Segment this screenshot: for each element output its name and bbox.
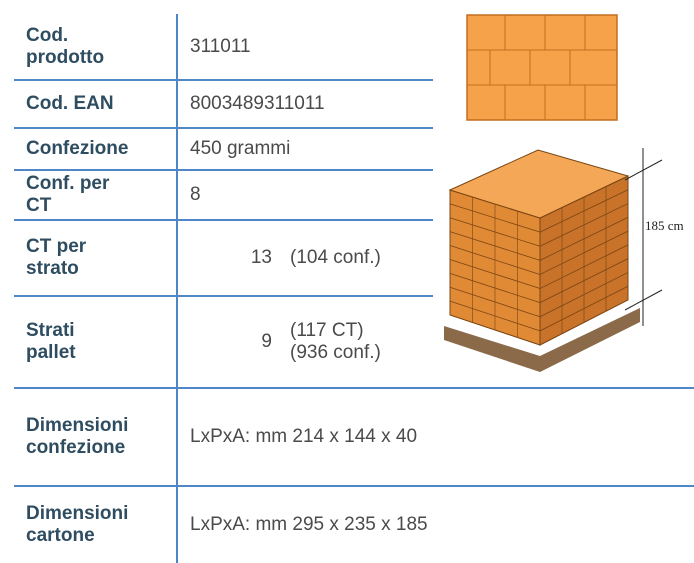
row-label: Dimensioni confezione (26, 388, 176, 486)
value: 9 (261, 331, 272, 352)
label-line: prodotto (26, 47, 105, 68)
row-value: 8 (190, 170, 201, 220)
label-line: Conf. per (26, 173, 110, 194)
label-line: cartone (26, 524, 95, 546)
label-line: Confezione (26, 138, 129, 159)
row-label: Cod. prodotto (26, 14, 176, 80)
row-label: Cod. EAN (26, 80, 176, 128)
row-label: CT per strato (26, 220, 176, 296)
value: 13 (250, 247, 272, 268)
height-label: 185 cm (645, 218, 684, 233)
row-divider (14, 387, 694, 389)
row-divider (14, 127, 433, 129)
row-divider (14, 295, 433, 297)
label-line: Cod. EAN (26, 93, 114, 114)
label-line: Cod. (26, 25, 69, 46)
column-divider (176, 14, 178, 563)
note: (104 conf.) (290, 247, 381, 268)
carton-layout (466, 14, 618, 121)
label-line: Dimensioni (26, 502, 129, 524)
label-line: Dimensioni (26, 415, 129, 436)
row-value: 8003489311011 (190, 80, 325, 128)
value: 8003489311011 (190, 93, 325, 114)
row-divider (14, 485, 694, 487)
row-value: LxPxA: mm 295 x 235 x 185 (190, 486, 428, 563)
note: (936 conf.) (290, 342, 381, 363)
label-line: strato (26, 258, 79, 279)
row-label: Dimensioni cartone (26, 486, 176, 563)
label-line: CT (26, 195, 52, 216)
row-notes: (104 conf.) (290, 220, 381, 296)
value: 450 grammi (190, 138, 291, 159)
row-value: 9 (180, 296, 272, 388)
row-divider (14, 169, 433, 171)
row-label: Conf. per CT (26, 170, 176, 220)
row-value: 13 (180, 220, 272, 296)
height-annotation (624, 148, 663, 326)
value: LxPxA: mm 295 x 235 x 185 (190, 513, 428, 535)
row-value: LxPxA: mm 214 x 144 x 40 (190, 388, 417, 486)
value: LxPxA: mm 214 x 144 x 40 (190, 426, 418, 447)
row-divider (14, 219, 433, 221)
label-line: pallet (26, 342, 76, 363)
row-value: 311011 (190, 14, 251, 80)
label-line: Strati (26, 320, 75, 341)
value: 311011 (190, 36, 251, 57)
label-line: CT per (26, 236, 87, 257)
note: (117 CT) (290, 320, 364, 341)
label-line: confezione (26, 437, 126, 458)
row-label: Confezione (26, 128, 176, 170)
value: 8 (190, 184, 201, 205)
pallet-drawing (444, 149, 640, 372)
row-label: Strati pallet (26, 296, 176, 388)
row-divider (14, 79, 433, 81)
row-notes: (117 CT) (936 conf.) (290, 296, 381, 388)
row-value: 450 grammi (190, 128, 290, 170)
